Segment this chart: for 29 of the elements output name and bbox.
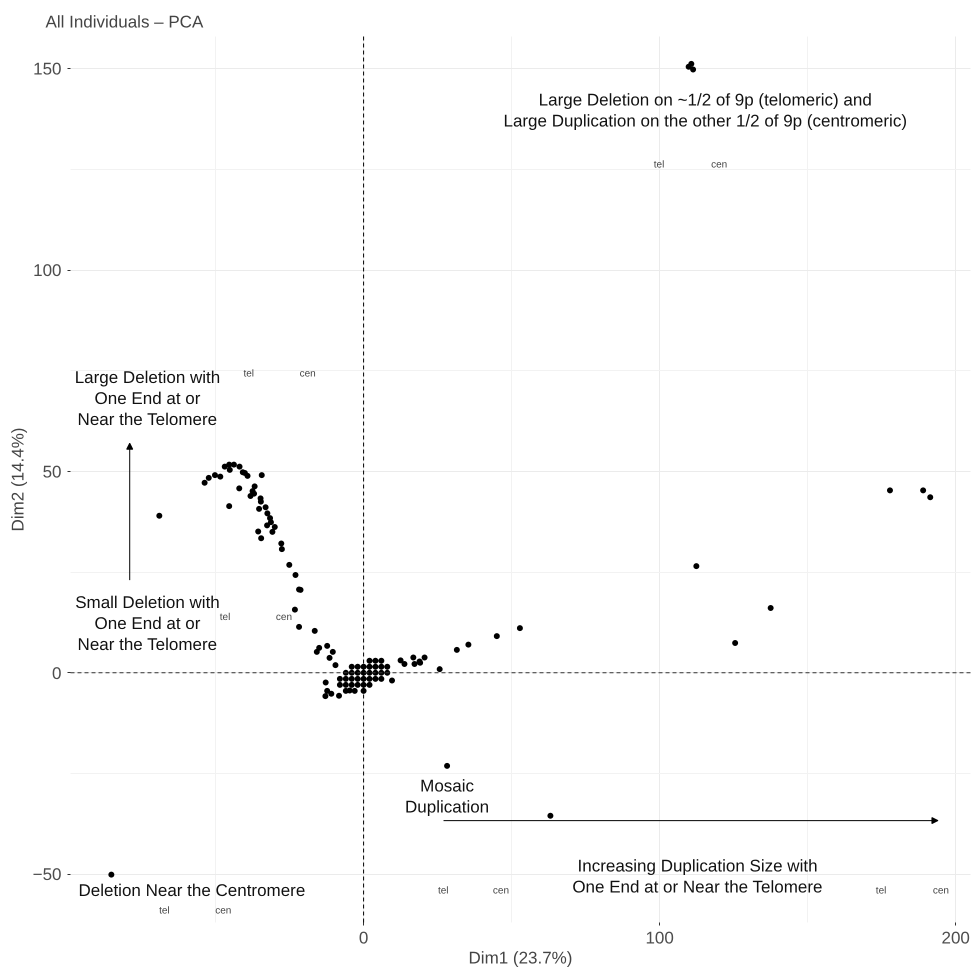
annotation: tel	[220, 612, 230, 623]
annotation: cen	[300, 368, 316, 380]
annotation: cen	[215, 906, 232, 917]
y-axis-title: Dim2 (14.4%)	[8, 428, 28, 532]
annotation: tel	[654, 159, 664, 170]
annotation: cen	[492, 885, 510, 896]
annotation: Large Deletion on ~1/2 of 9p (telomeric) and Large Duplication on the other 1/2 of 9p (centromeric)	[503, 90, 907, 131]
y-tick-label: 0	[52, 664, 62, 683]
y-tick-label: 100	[33, 261, 62, 280]
annotation: tel	[438, 885, 449, 896]
annotation: tel	[876, 885, 886, 896]
annotation: tel	[159, 906, 170, 917]
x-axis-title: Dim1 (23.7%)	[468, 948, 572, 968]
y-tick-label: 50	[42, 462, 62, 482]
annotation: cen	[711, 159, 728, 170]
x-tick-label: 0	[358, 928, 368, 948]
annotation: Small Deletion with One End at or Near the Telomere	[75, 593, 220, 654]
annotation: tel	[243, 368, 254, 380]
annotation: Mosaic Duplication	[405, 776, 490, 816]
annotation: Large Deletion with One End at or Near the Telomere	[74, 368, 220, 430]
annotation: Increasing Duplication Size with One End at or Near the Telomere	[572, 856, 822, 897]
x-tick-label: 200	[942, 928, 970, 948]
x-tick-label: 100	[645, 928, 674, 948]
y-tick-label: −50	[32, 865, 62, 884]
y-tick-label: 150	[33, 60, 62, 79]
annotation: cen	[932, 885, 949, 896]
annotation: cen	[276, 612, 292, 623]
annotation: Deletion Near the Centromere	[78, 880, 306, 900]
chart-title: All Individuals – PCA	[46, 12, 204, 32]
